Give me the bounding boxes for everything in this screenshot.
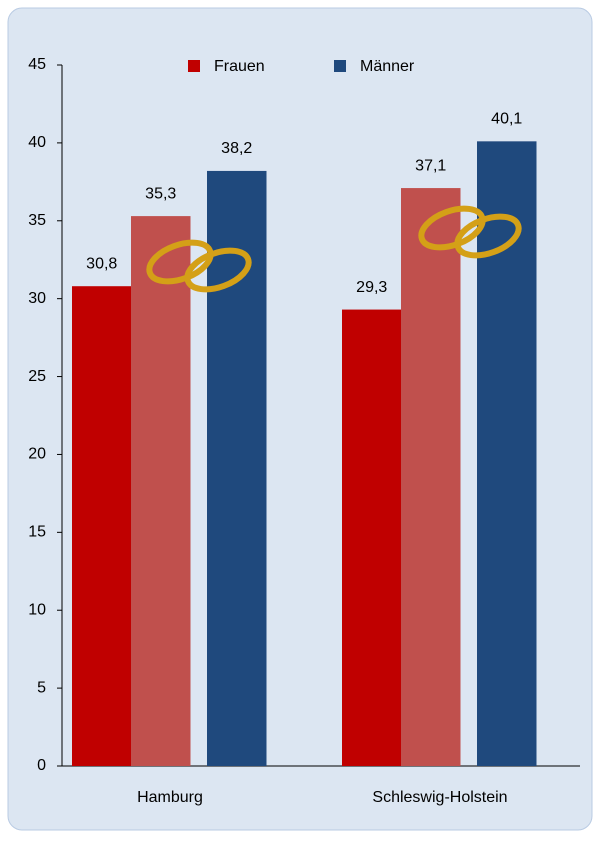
legend-swatch [188,60,200,72]
x-tick-label: Hamburg [137,789,203,806]
bar [342,309,402,766]
value-label: 29,3 [356,279,387,296]
bar [477,141,537,766]
bar [72,286,132,766]
value-label: 40,1 [491,111,522,128]
value-label: 35,3 [145,185,176,202]
x-tick-label: Schleswig-Holstein [372,789,507,806]
legend-label: Männer [360,58,415,75]
y-tick-label: 30 [28,290,46,307]
legend-label: Frauen [214,58,265,75]
y-tick-label: 5 [37,679,46,696]
y-tick-label: 20 [28,446,46,463]
bar [207,170,267,766]
y-tick-label: 15 [28,524,46,541]
value-label: 30,8 [86,255,117,272]
y-tick-label: 40 [28,134,46,151]
y-tick-label: 35 [28,212,46,229]
value-label: 37,1 [415,157,446,174]
plot: 0 5 10 15 20 25 30 35 40 45 Hamburg 30,8 35,3 38,2 Sch… [28,56,580,806]
y-tick-label: 45 [28,56,46,73]
value-label: 38,2 [221,140,252,157]
y-tick-label: 25 [28,368,46,385]
ring-decoration [146,205,522,293]
bar [131,216,191,767]
y-tick-label: 0 [37,757,46,774]
y-tick-label: 10 [28,601,46,618]
legend-swatch [334,60,346,72]
bar [401,188,461,766]
